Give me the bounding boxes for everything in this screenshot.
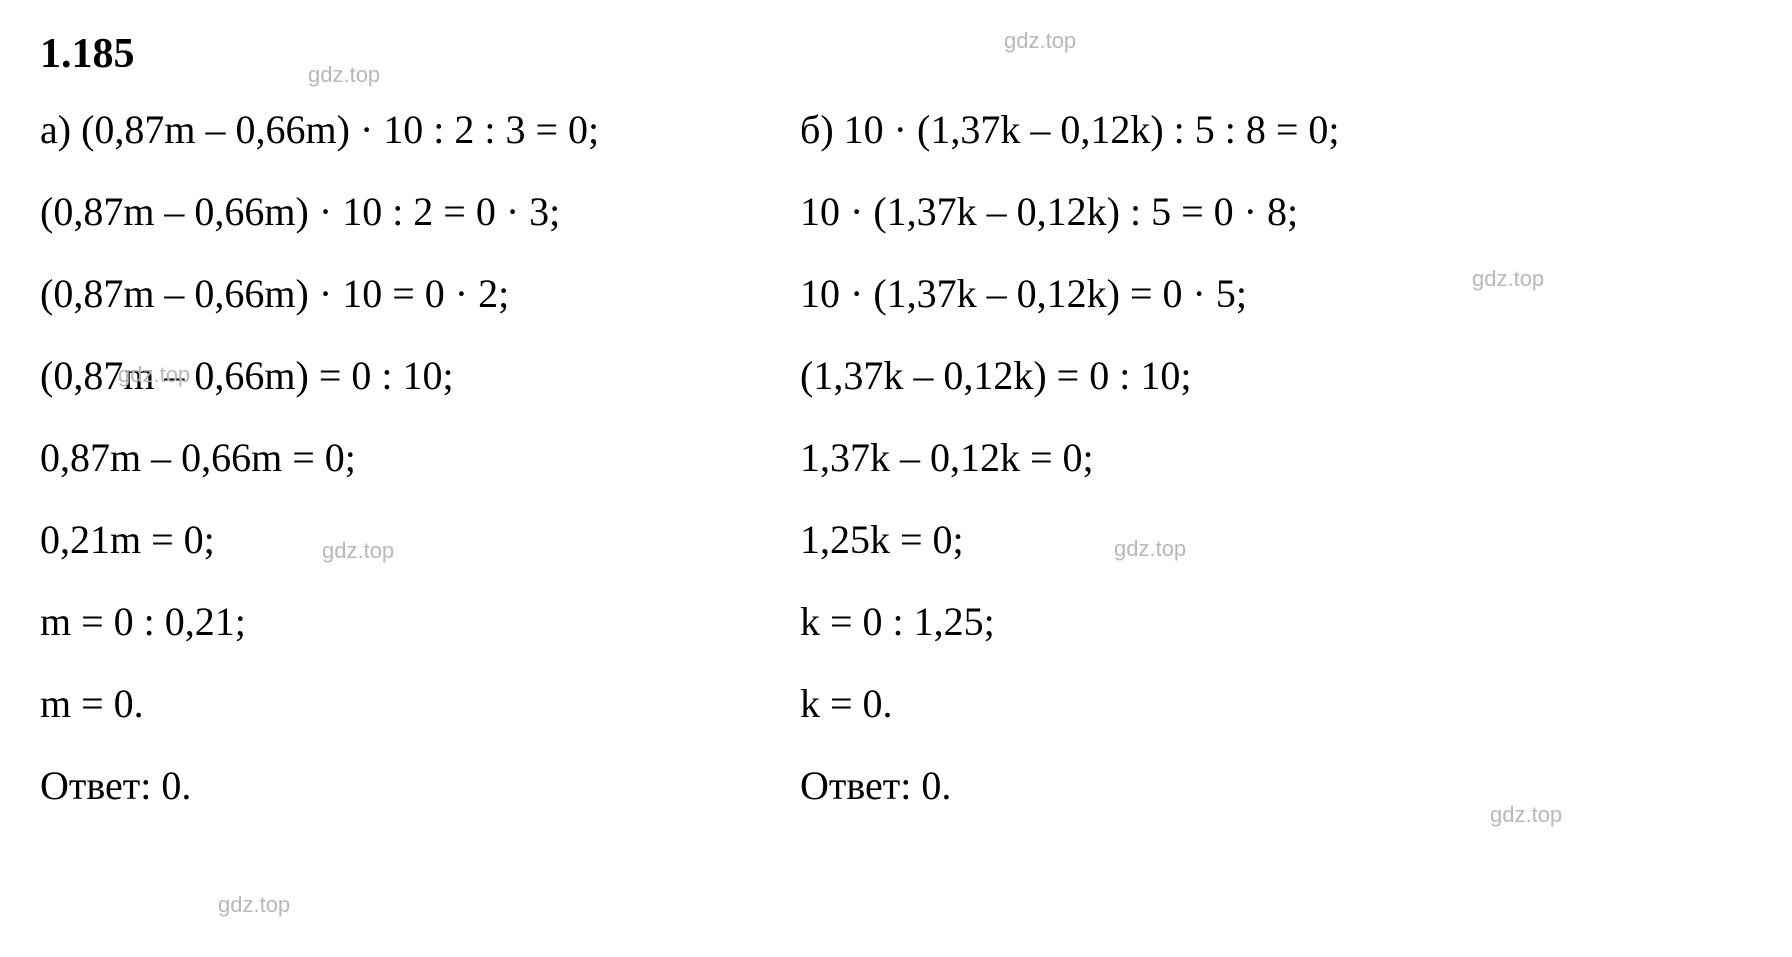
equation-line: (0,87m – 0,66m) · 10 = 0 · 2; (40, 270, 740, 318)
page: 1.185 а) (0,87m – 0,66m) · 10 : 2 : 3 = … (0, 0, 1792, 957)
equation-line: 1,37k – 0,12k = 0; (800, 434, 1580, 482)
equation-line: 0,87m – 0,66m = 0; (40, 434, 740, 482)
two-column-layout: а) (0,87m – 0,66m) · 10 : 2 : 3 = 0; (0,… (40, 106, 1752, 810)
equation-line: а) (0,87m – 0,66m) · 10 : 2 : 3 = 0; (40, 106, 740, 154)
equation-line: (1,37k – 0,12k) = 0 : 10; (800, 352, 1580, 400)
equation-line: k = 0. (800, 680, 1580, 728)
column-a: а) (0,87m – 0,66m) · 10 : 2 : 3 = 0; (0,… (40, 106, 740, 810)
answer-line: Ответ: 0. (40, 762, 740, 810)
equation-line: 0,21m = 0; (40, 516, 740, 564)
column-b: б) 10 · (1,37k – 0,12k) : 5 : 8 = 0; 10 … (800, 106, 1580, 810)
equation-line: k = 0 : 1,25; (800, 598, 1580, 646)
equation-line: 1,25k = 0; (800, 516, 1580, 564)
equation-line: 10 · (1,37k – 0,12k) : 5 = 0 · 8; (800, 188, 1580, 236)
problem-number: 1.185 (40, 30, 1752, 78)
equation-line: (0,87m – 0,66m) · 10 : 2 = 0 · 3; (40, 188, 740, 236)
equation-line: 10 · (1,37k – 0,12k) = 0 · 5; (800, 270, 1580, 318)
watermark-text: gdz.top (218, 892, 290, 918)
equation-line: (0,87m – 0,66m) = 0 : 10; (40, 352, 740, 400)
equation-line: m = 0. (40, 680, 740, 728)
equation-line: m = 0 : 0,21; (40, 598, 740, 646)
answer-line: Ответ: 0. (800, 762, 1580, 810)
equation-line: б) 10 · (1,37k – 0,12k) : 5 : 8 = 0; (800, 106, 1580, 154)
